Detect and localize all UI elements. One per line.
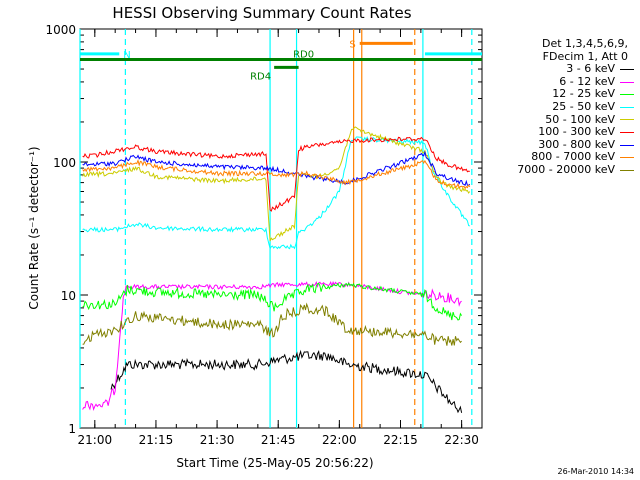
legend-entry: 50 - 100 keV bbox=[498, 112, 638, 127]
flag-label: RD4 bbox=[250, 71, 271, 82]
legend-entry-label: 50 - 100 keV bbox=[545, 112, 615, 126]
y-tick-label: 1000 bbox=[45, 23, 76, 37]
legend-swatch bbox=[620, 81, 634, 83]
x-tick-label: 21:30 bbox=[200, 433, 235, 447]
legend-entry: 7000 - 20000 keV bbox=[498, 162, 638, 177]
legend-header-fdecim: FDecim 1, Att 0 bbox=[542, 49, 628, 63]
x-tick-label: 22:30 bbox=[444, 433, 479, 447]
y-tick-label: 1 bbox=[68, 422, 76, 436]
flag-label: S bbox=[349, 39, 355, 50]
x-tick-label: 21:45 bbox=[261, 433, 296, 447]
series-lines bbox=[82, 126, 471, 414]
timestamp: 26-Mar-2010 14:34 bbox=[557, 467, 635, 476]
legend-entry: 25 - 50 keV bbox=[498, 99, 638, 114]
legend-entry-label: 7000 - 20000 keV bbox=[517, 162, 615, 176]
series-line bbox=[82, 282, 463, 321]
legend-entry-label: 800 - 7000 keV bbox=[531, 150, 615, 164]
legend-entry: 800 - 7000 keV bbox=[498, 151, 638, 164]
legend-entries: 3 - 6 keV 6 - 12 keV 12 - 25 keV 25 - 50 ke… bbox=[498, 63, 638, 176]
series-line bbox=[82, 136, 470, 250]
legend-entry-label: 6 - 12 keV bbox=[559, 74, 615, 88]
legend-swatch bbox=[620, 119, 634, 121]
legend-entry: 300 - 800 keV bbox=[498, 137, 638, 152]
x-tick-label: 22:00 bbox=[322, 433, 357, 447]
series-line bbox=[82, 302, 462, 346]
plot-frame bbox=[79, 28, 483, 429]
legend-swatch bbox=[620, 157, 634, 159]
legend-entry-label: 25 - 50 keV bbox=[552, 99, 615, 113]
series-line bbox=[82, 158, 471, 190]
x-tick-label: 21:15 bbox=[139, 433, 174, 447]
legend: Det 1,3,4,5,6,9, FDecim 1, Att 0 3 - 6 k… bbox=[498, 37, 638, 177]
legend-entry: 3 - 6 keV bbox=[498, 63, 638, 76]
series-line bbox=[82, 280, 462, 411]
legend-swatch bbox=[620, 68, 634, 70]
legend-entry-label: 12 - 25 keV bbox=[552, 87, 615, 101]
y-tick-label: 100 bbox=[53, 156, 76, 170]
flag-bars: N S RD0 RD4 bbox=[80, 39, 482, 82]
series-line bbox=[110, 349, 463, 414]
legend-swatch bbox=[620, 169, 634, 171]
legend-entry-label: 300 - 800 keV bbox=[538, 137, 615, 151]
series-line bbox=[82, 126, 471, 242]
flag-label: RD0 bbox=[293, 49, 314, 60]
legend-entry-label: 3 - 6 keV bbox=[566, 62, 615, 76]
interval-markers bbox=[79, 29, 473, 428]
y-tick-label: 10 bbox=[61, 289, 76, 303]
axis-ticks: 21:00 21:15 21:30 21:45 22:00 22:15 22:30 1 10 10… bbox=[45, 23, 483, 447]
chart-title: HESSI Observing Summary Count Rates bbox=[112, 4, 411, 22]
x-tick-label: 22:15 bbox=[383, 433, 418, 447]
legend-swatch bbox=[620, 131, 634, 133]
legend-entry: 6 - 12 keV bbox=[498, 74, 638, 89]
legend-swatch bbox=[620, 106, 634, 108]
x-tick-label: 21:00 bbox=[78, 433, 113, 447]
flag-label: N bbox=[123, 50, 130, 61]
series-line bbox=[82, 136, 470, 212]
legend-swatch bbox=[620, 94, 634, 96]
legend-entry-label: 100 - 300 keV bbox=[538, 125, 615, 139]
series-line bbox=[82, 150, 471, 187]
legend-swatch bbox=[620, 144, 634, 146]
y-axis-label: Count Rate (s⁻¹ detector⁻¹) bbox=[27, 146, 41, 309]
legend-entry: 12 - 25 keV bbox=[498, 88, 638, 101]
legend-entry: 100 - 300 keV bbox=[498, 126, 638, 139]
legend-header-detectors: Det 1,3,4,5,6,9, bbox=[541, 37, 628, 50]
x-axis-label: Start Time (25-May-05 20:56:22) bbox=[176, 456, 373, 470]
